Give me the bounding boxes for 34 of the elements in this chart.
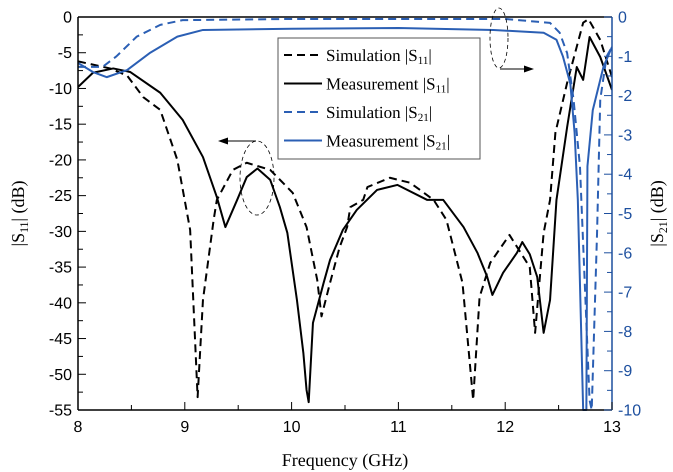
y2-tick-label: -5 (618, 206, 632, 223)
y2-tick-label: -6 (618, 245, 632, 262)
x-tick-label: 12 (496, 419, 514, 436)
x-tick-label: 9 (180, 419, 190, 436)
y2-tick-label: -4 (618, 166, 632, 184)
y-tick-label: -30 (48, 224, 72, 241)
y-tick-label: -55 (48, 402, 72, 420)
x-tick-label: 8 (74, 419, 83, 436)
y2-tick-label: -3 (618, 127, 632, 144)
y2-tick-label: 0 (618, 10, 627, 26)
y-tick-label: -45 (48, 331, 72, 348)
legend-label: Simulation |S$_{21}$| (326, 103, 432, 124)
y2-tick-label: -7 (618, 284, 632, 302)
y2-tick-label: -10 (618, 402, 642, 420)
x-axis-title: Frequency (GHz) (282, 450, 408, 470)
y-tick-label: -15 (48, 116, 72, 134)
legend-label: Measurement |S$_{11}$| (326, 74, 450, 96)
y-tick-label: -25 (48, 188, 72, 206)
y2-tick-label: -2 (618, 88, 632, 106)
y-tick-label: 0 (63, 10, 72, 26)
x-tick-label: 10 (282, 419, 301, 436)
y-tick-label: -10 (48, 80, 72, 98)
y2-tick-label: -9 (618, 363, 632, 380)
y2-tick-label: -1 (618, 48, 632, 66)
y-tick-label: -50 (48, 366, 72, 384)
legend-label: Measurement |S$_{21}$| (326, 132, 450, 153)
x-tick-label: 11 (390, 419, 407, 436)
x-tick-label: 13 (603, 419, 621, 436)
y-tick-label: -35 (48, 260, 72, 277)
y2-tick-label: -8 (618, 324, 632, 341)
y-tick-label: -40 (48, 295, 72, 312)
y-tick-label: -5 (58, 45, 72, 62)
legend-label: Simulation |S$_{11}$| (326, 46, 432, 68)
y-tick-label: -20 (48, 152, 72, 170)
